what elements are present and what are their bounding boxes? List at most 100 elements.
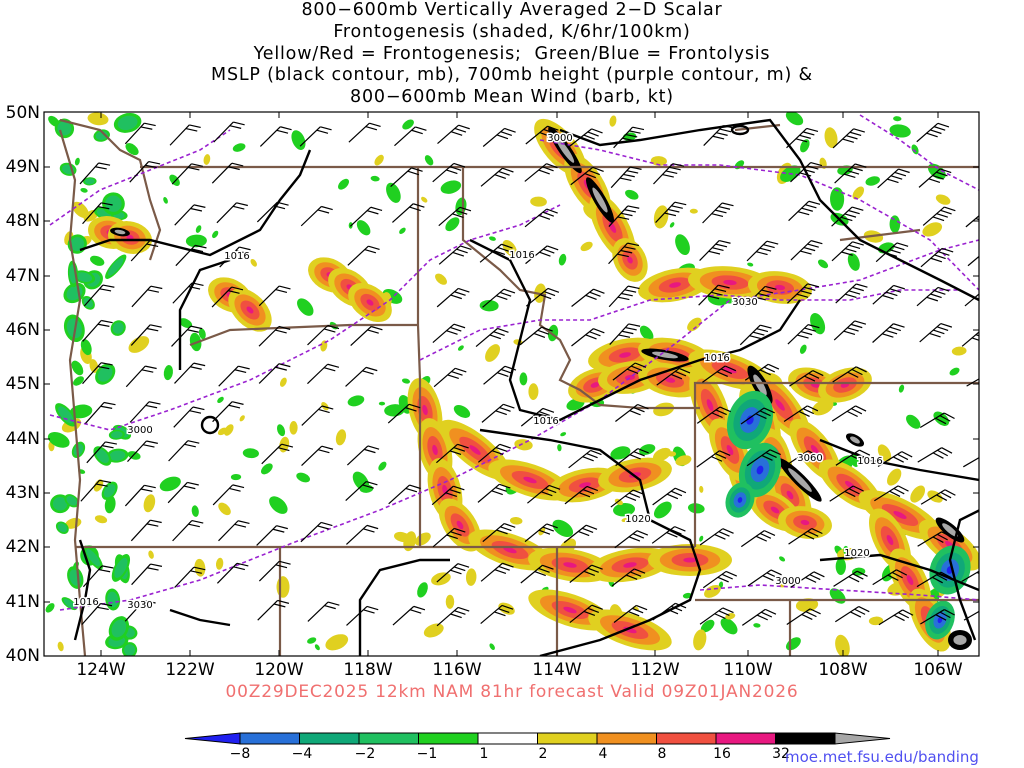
credit-link[interactable]: moe.met.fsu.edu/banding <box>785 748 979 766</box>
map-title: 800−600mb Vertically Averaged 2−D Scalar… <box>0 0 1024 109</box>
barb-flag <box>187 166 200 171</box>
colorbar <box>184 732 891 745</box>
frontogenesis-cell <box>314 644 320 651</box>
barb-flag <box>800 290 812 295</box>
frontogenesis-cell <box>621 518 628 523</box>
wind-barb <box>480 604 514 624</box>
frontogenesis-cell <box>563 606 577 614</box>
wind-barb <box>916 286 950 307</box>
frontogenesis-cell <box>70 237 85 252</box>
frontogenesis-cell <box>937 616 943 624</box>
frontogenesis-cell <box>489 236 496 241</box>
barb-flag <box>752 331 765 336</box>
frontogenesis-cell <box>889 215 901 233</box>
wind-barb <box>212 484 245 506</box>
barb-flag <box>805 611 817 618</box>
barb-flag <box>670 373 683 380</box>
barb-flag <box>671 605 683 612</box>
wind-barb <box>258 325 291 347</box>
barb-flag <box>848 290 861 295</box>
barb-flag <box>978 293 979 299</box>
barb-flag <box>504 365 517 371</box>
wind-barb <box>125 365 157 388</box>
wind-barb <box>481 403 515 423</box>
barb-flag <box>446 534 458 540</box>
height-contour <box>859 114 979 191</box>
barb-flag <box>764 530 776 536</box>
barb-flag <box>585 334 597 340</box>
barb-flag <box>144 122 156 127</box>
barb-flag <box>367 210 379 215</box>
colorbar-segment <box>537 732 598 745</box>
wind-barb <box>216 202 248 224</box>
barb-flag <box>630 571 642 577</box>
barb-flag <box>236 202 248 207</box>
wind-barb <box>218 365 250 387</box>
barb-flag <box>534 571 546 577</box>
frontogenesis-core <box>953 635 967 645</box>
wind-barb <box>569 564 603 583</box>
frontogenesis-cell <box>489 643 495 651</box>
barb-flag <box>96 483 108 487</box>
frontogenesis-cell <box>421 196 428 203</box>
mslp-label: 1016 <box>73 597 98 608</box>
frontogenesis-cell <box>269 496 288 514</box>
lon-label-108w: 108W <box>818 660 868 680</box>
barb-flag <box>276 525 288 530</box>
frontogenesis-cell <box>835 634 850 656</box>
barb-flag <box>889 288 902 293</box>
frontogenesis-cell <box>653 501 672 519</box>
wind-barb <box>877 168 910 189</box>
barb-flag <box>763 407 775 414</box>
wind-barb <box>696 406 731 424</box>
wind-barb <box>831 241 864 262</box>
barb-flag <box>802 408 814 415</box>
barb-flag <box>854 452 866 459</box>
wind-barb <box>698 284 730 306</box>
barb-flag <box>933 126 946 131</box>
wind-barb <box>877 451 913 467</box>
barb-flag <box>617 296 630 301</box>
barb-flag <box>844 213 857 218</box>
barb-flag <box>453 447 466 452</box>
barb-flag <box>278 363 291 368</box>
barb-flag <box>846 410 858 418</box>
mslp-contour <box>819 438 979 482</box>
barb-flag <box>583 134 595 140</box>
barb-flag <box>495 486 507 492</box>
frontogenesis-cell <box>689 208 698 214</box>
frontogenesis-cell <box>779 556 786 562</box>
barb-flag <box>191 248 204 253</box>
barb-flag <box>147 567 159 571</box>
barb-flag <box>273 205 286 210</box>
frontogenesis-cell <box>746 415 754 425</box>
barb-flag <box>855 366 867 373</box>
colorbar-arrow-high <box>834 732 891 745</box>
wind-barb <box>477 483 511 503</box>
barb-flag <box>938 251 950 256</box>
barb-flag <box>708 250 721 255</box>
lat-label-47n: 47N <box>5 266 40 286</box>
wind-barb <box>613 604 648 623</box>
frontogenesis-cell <box>669 282 681 288</box>
barb-flag <box>191 163 203 167</box>
colorbar-segment <box>596 732 657 745</box>
barb-flag <box>716 132 728 136</box>
barb-flag <box>98 569 111 573</box>
barb-flag <box>504 127 516 133</box>
barb-flag <box>667 208 680 213</box>
wind-barb <box>432 323 466 344</box>
barb-flag <box>982 374 992 386</box>
state-border-line <box>416 324 422 547</box>
frontogenesis-cell <box>479 299 499 312</box>
wind-barb <box>520 564 554 584</box>
frontogenesis-cell <box>47 432 70 448</box>
wind-barb <box>919 412 955 429</box>
frontogenesis-cell <box>89 359 99 373</box>
frontogenesis-core <box>651 351 679 359</box>
barb-flag <box>272 528 285 533</box>
barb-flag <box>233 121 245 126</box>
barb-flag <box>889 326 901 332</box>
colorbar-segment <box>775 732 836 745</box>
frontogenesis-cell <box>224 424 234 436</box>
